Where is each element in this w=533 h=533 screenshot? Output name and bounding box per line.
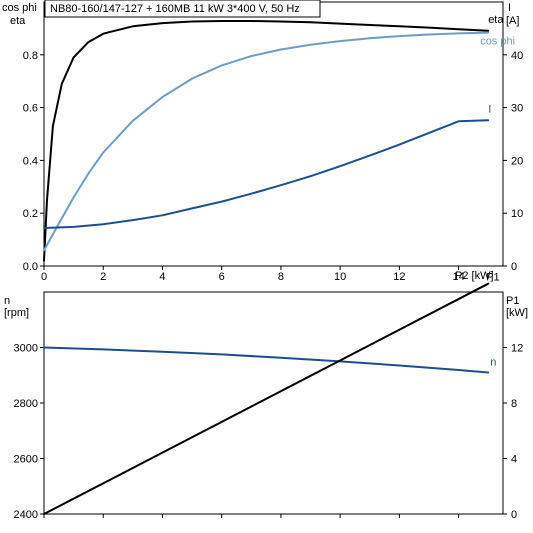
title-box-border bbox=[44, 0, 321, 18]
bottom-left-axis-label-2: [rpm] bbox=[4, 307, 29, 319]
top-series-labels: eta cos phi I bbox=[480, 14, 515, 115]
left-y-tick-label: 0.8 bbox=[23, 50, 38, 62]
title-box: NB80-160/147-127 + 160MB 11 kW 3*400 V, … bbox=[44, 0, 321, 18]
series-line-cos-phi bbox=[43, 31, 490, 252]
right-y-tick-label: 0 bbox=[511, 261, 517, 273]
bottom-right-axis-label-2: [kW] bbox=[506, 307, 528, 319]
left-y-tick-label: 0.6 bbox=[23, 103, 38, 115]
top-plot-frame bbox=[43, 1, 504, 267]
right-y-tick-label: 20 bbox=[511, 155, 523, 167]
right-y-tick-label: 10 bbox=[511, 208, 523, 220]
top-right-axis-label-2: [A] bbox=[506, 15, 519, 27]
left-y-tick-label: 3000 bbox=[14, 343, 38, 355]
bottom-plot-frame bbox=[43, 291, 504, 515]
left-y-tick-label: 2800 bbox=[14, 398, 38, 410]
left-y-tick-label: 2600 bbox=[14, 454, 38, 466]
x-tick-label: 6 bbox=[219, 271, 225, 283]
series-label-eta: eta bbox=[488, 14, 504, 26]
right-y-tick-label: 8 bbox=[511, 398, 517, 410]
series-label-i: I bbox=[488, 103, 491, 115]
series-label-p1: P1 bbox=[486, 272, 499, 284]
bottom-left-axis-label-1: n bbox=[4, 295, 10, 307]
bottom-series-labels: n P1 bbox=[486, 272, 499, 369]
bottom-series bbox=[43, 282, 490, 515]
top-x-axis-label: P2 [kW] bbox=[455, 270, 494, 282]
series-line-i bbox=[43, 119, 490, 229]
bottom-panel: n [rpm] P1 [kW] 2400 2600 2800 3000 0 4 8 12 n P… bbox=[4, 272, 528, 521]
x-tick-label: 10 bbox=[334, 271, 346, 283]
top-series bbox=[43, 20, 490, 262]
top-panel: NB80-160/147-127 + 160MB 11 kW 3*400 V, … bbox=[2, 0, 523, 283]
chart-title: NB80-160/147-127 + 160MB 11 kW 3*400 V, … bbox=[50, 3, 300, 15]
series-label-n: n bbox=[490, 356, 496, 368]
right-y-tick-label: 0 bbox=[511, 509, 517, 521]
x-tick-label: 8 bbox=[278, 271, 284, 283]
right-y-tick-label: 40 bbox=[511, 50, 523, 62]
left-y-tick-label: 0.2 bbox=[23, 208, 38, 220]
series-line-n bbox=[43, 346, 490, 374]
x-tick-label: 2 bbox=[100, 271, 106, 283]
series-label-cos-phi: cos phi bbox=[480, 36, 515, 48]
top-right-axis-label-1: I bbox=[508, 2, 511, 14]
x-tick-label: 14 bbox=[452, 271, 464, 283]
top-ticks: 0 2 4 6 8 10 12 14 0.0 0.2 0.4 0.6 0.8 0 10 20 30 40 bbox=[23, 50, 524, 283]
left-y-tick-label: 0.4 bbox=[23, 155, 38, 167]
x-tick-label: 12 bbox=[393, 271, 405, 283]
right-y-tick-label: 4 bbox=[511, 454, 517, 466]
right-y-tick-label: 30 bbox=[511, 103, 523, 115]
x-tick-label: 4 bbox=[159, 271, 165, 283]
right-y-tick-label: 12 bbox=[511, 343, 523, 355]
bottom-ticks: 2400 2600 2800 3000 0 4 8 12 bbox=[14, 343, 524, 522]
series-line-p1 bbox=[43, 282, 490, 515]
top-left-axis-label-2: eta bbox=[10, 15, 26, 27]
left-y-tick-label: 2400 bbox=[14, 509, 38, 521]
bottom-right-axis-label-1: P1 bbox=[506, 295, 519, 307]
top-left-axis-label-1: cos phi bbox=[2, 2, 37, 14]
left-y-tick-label: 0.0 bbox=[23, 261, 38, 273]
x-tick-label: 0 bbox=[41, 271, 47, 283]
series-line-eta bbox=[43, 20, 490, 262]
